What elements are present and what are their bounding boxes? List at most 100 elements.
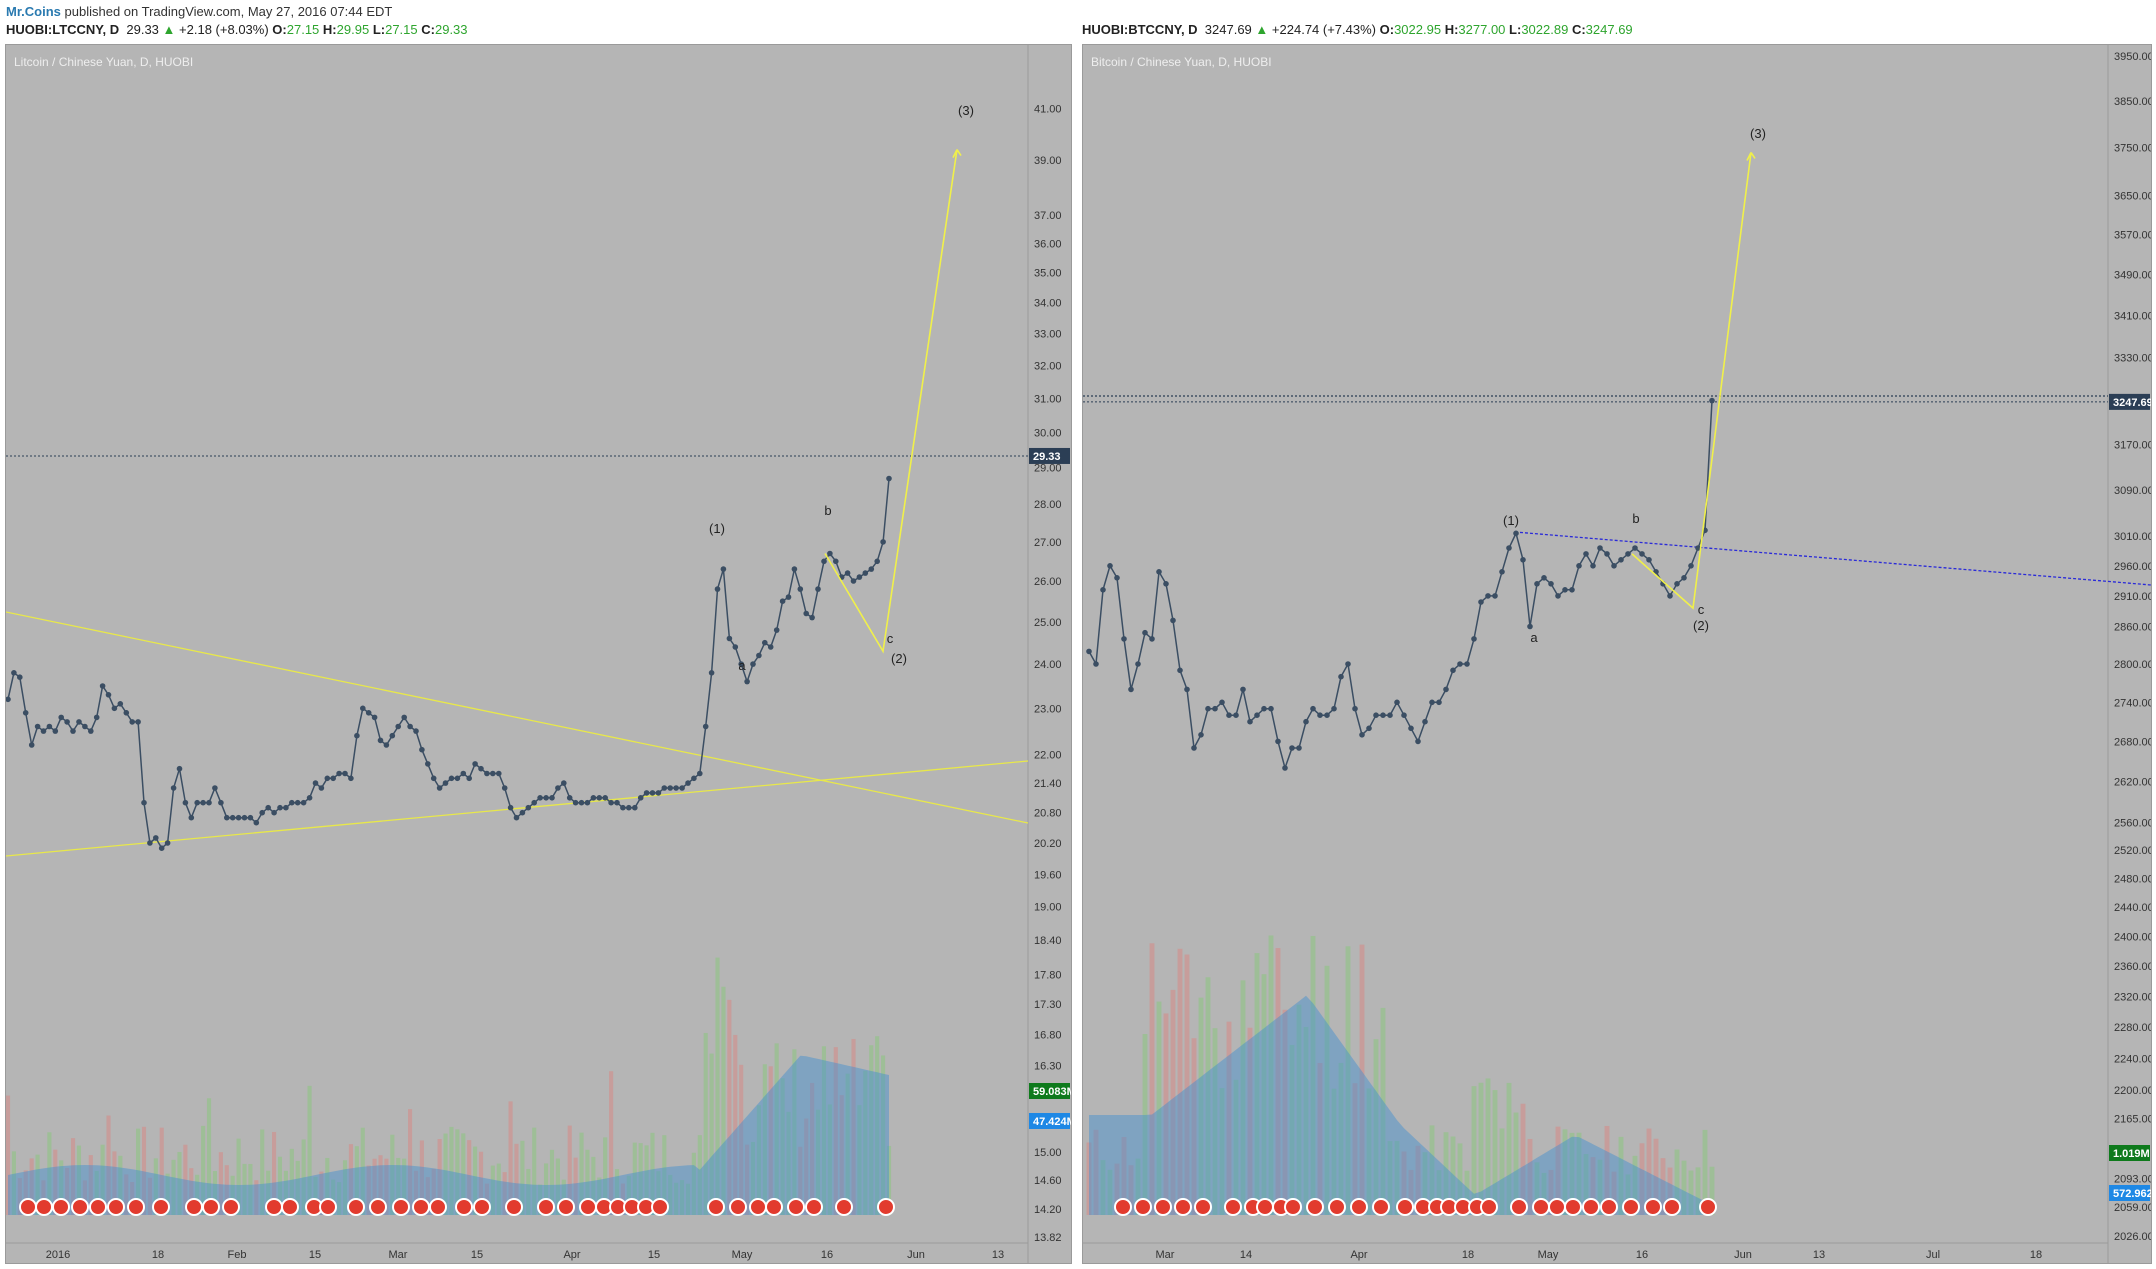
y-tick-label: 28.00: [1034, 499, 1062, 511]
volume-bar: [342, 1160, 348, 1215]
volume-bar: [1366, 1088, 1372, 1215]
y-tick-label: 3410.00: [2114, 311, 2151, 323]
price-point: [294, 799, 301, 806]
volume-bar: [1289, 1044, 1295, 1215]
volume-bar: [1149, 943, 1155, 1215]
price-point: [708, 670, 715, 676]
event-marker-icon: [1284, 1198, 1302, 1216]
volume-bar: [1338, 1062, 1344, 1215]
price-point: [472, 761, 478, 767]
price-point: [241, 814, 248, 821]
y-tick-label: 14.20: [1034, 1204, 1062, 1216]
volume-bar: [1401, 1151, 1407, 1215]
y-tick-label: 23.00: [1034, 703, 1062, 715]
y-tick-label: 22.00: [1034, 749, 1062, 761]
event-marker-icon: [473, 1198, 491, 1216]
volume-bar: [53, 1149, 58, 1215]
y-tick-label: 32.00: [1034, 361, 1062, 373]
price-point: [773, 627, 780, 633]
price-point: [1583, 551, 1589, 557]
price-point: [360, 705, 366, 712]
volume-bar: [206, 1098, 212, 1215]
volume-bar: [1534, 1162, 1540, 1215]
y-tick-label: 2520.00: [2114, 845, 2151, 857]
volume-bar: [218, 1152, 223, 1215]
price-point: [413, 728, 419, 734]
event-marker-icon: [1256, 1198, 1274, 1216]
price-point: [803, 610, 809, 617]
price-point: [1086, 648, 1092, 655]
price-point: [1324, 712, 1330, 718]
btc-chart[interactable]: Bitcoin / Chinese Yuan, D, HUOBI 3950.00 3…: [1083, 45, 2151, 1263]
ltc-chart[interactable]: Litcoin / Chinese Yuan, D, HUOBI 41.00 39.…: [6, 45, 1071, 1263]
price-point: [1296, 745, 1302, 751]
volume-bar: [94, 1170, 99, 1215]
price-point: [1639, 551, 1645, 557]
y-tick-label: 2560.00: [2114, 817, 2151, 829]
price-point: [1107, 563, 1113, 569]
author-link[interactable]: Mr.Coins: [6, 4, 61, 19]
price-point: [289, 799, 295, 806]
btc-close: 3247.69: [1585, 22, 1633, 37]
price-point: [1331, 705, 1337, 712]
volume-bar: [171, 1159, 176, 1215]
volume-tag: [1029, 1113, 1070, 1129]
price-point: [1485, 593, 1491, 599]
ltc-open: 27.15: [286, 22, 320, 37]
price-point: [28, 742, 35, 748]
price-point: [271, 809, 277, 816]
volume-bar: [449, 1126, 454, 1215]
volume-bar: [626, 1175, 631, 1215]
price-point: [11, 670, 17, 676]
event-marker-icon: [1644, 1198, 1662, 1216]
volume-bar: [1695, 1167, 1701, 1215]
price-point: [1436, 699, 1442, 706]
price-point: [537, 795, 543, 801]
price-point: [312, 780, 319, 786]
x-tick-label: May: [732, 1249, 753, 1261]
price-point: [460, 770, 467, 777]
ltc-chart-panel[interactable]: Litcoin / Chinese Yuan, D, HUOBI 41.00 39.…: [5, 44, 1072, 1264]
wave-label: a: [738, 658, 746, 673]
x-tick-label: Apr: [563, 1249, 580, 1261]
price-point: [135, 719, 141, 725]
price-point: [466, 775, 473, 782]
volume-bar: [372, 1158, 377, 1215]
event-marker-icon: [1582, 1198, 1600, 1216]
event-marker-icon: [729, 1198, 747, 1216]
volume-bar: [1275, 948, 1281, 1215]
volume-bar: [195, 1174, 200, 1215]
y-tick-label: 41.00: [1034, 103, 1062, 115]
btc-low: 3022.89: [1521, 22, 1569, 37]
x-tick-label: Feb: [228, 1249, 247, 1261]
price-point: [1429, 699, 1435, 706]
event-marker-icon: [1134, 1198, 1152, 1216]
volume-bar: [82, 1180, 87, 1215]
volume-bar: [543, 1163, 549, 1215]
price-point: [886, 475, 892, 482]
btc-quote-bar: HUOBI:BTCCNY, D 3247.69 ▲ +224.74 (+7.43…: [1082, 22, 1633, 38]
price-point: [34, 723, 41, 730]
projection-arrow-icon: [1746, 152, 1756, 161]
volume-bar: [1121, 1137, 1127, 1215]
volume-bar: [1667, 1167, 1673, 1215]
btc-l-label: L:: [1509, 22, 1522, 37]
volume-bar: [520, 1140, 525, 1215]
y-tick-label: 2800.00: [2114, 659, 2151, 671]
price-point: [549, 795, 555, 801]
btc-chart-panel[interactable]: Bitcoin / Chinese Yuan, D, HUOBI 3950.00 3…: [1082, 44, 2152, 1264]
price-point: [608, 799, 614, 806]
y-tick-label: 31.00: [1034, 393, 1062, 405]
price-point: [726, 635, 733, 642]
volume-bar: [29, 1158, 34, 1215]
y-tick-label: 27.00: [1034, 537, 1062, 549]
price-point: [1464, 661, 1470, 667]
price-point: [1387, 712, 1393, 718]
event-marker-icon: [107, 1198, 125, 1216]
volume-bar: [810, 1082, 815, 1215]
volume-bar: [697, 1135, 702, 1215]
volume-bar: [792, 1049, 797, 1215]
price-point: [1373, 712, 1379, 718]
price-point: [1408, 725, 1414, 732]
wave-label: (3): [958, 103, 974, 118]
